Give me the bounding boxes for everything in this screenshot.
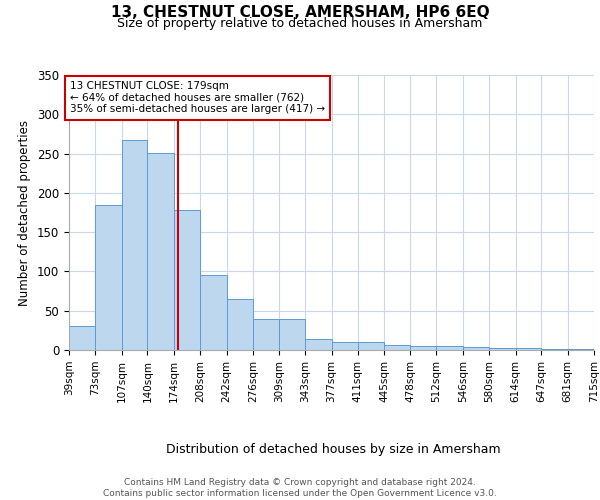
Bar: [385, 346, 410, 350]
Bar: [541, 349, 568, 350]
Bar: [148, 153, 174, 350]
Bar: [305, 339, 331, 350]
Bar: [410, 346, 436, 350]
Bar: [278, 320, 305, 350]
Text: Distribution of detached houses by size in Amersham: Distribution of detached houses by size …: [166, 442, 500, 456]
Y-axis label: Number of detached properties: Number of detached properties: [19, 120, 31, 306]
Text: Contains HM Land Registry data © Crown copyright and database right 2024.
Contai: Contains HM Land Registry data © Crown c…: [103, 478, 497, 498]
Bar: [463, 347, 489, 350]
Bar: [358, 342, 385, 350]
Text: 13 CHESTNUT CLOSE: 179sqm
← 64% of detached houses are smaller (762)
35% of semi: 13 CHESTNUT CLOSE: 179sqm ← 64% of detac…: [70, 82, 325, 114]
Text: Size of property relative to detached houses in Amersham: Size of property relative to detached ho…: [118, 18, 482, 30]
Bar: [122, 140, 148, 350]
Bar: [515, 348, 541, 350]
Bar: [568, 349, 594, 350]
Bar: [200, 274, 227, 350]
Bar: [69, 326, 95, 350]
Bar: [95, 204, 122, 350]
Bar: [436, 346, 463, 350]
Text: 13, CHESTNUT CLOSE, AMERSHAM, HP6 6EQ: 13, CHESTNUT CLOSE, AMERSHAM, HP6 6EQ: [110, 5, 490, 20]
Bar: [174, 210, 200, 350]
Bar: [227, 299, 253, 350]
Bar: [331, 342, 358, 350]
Bar: [253, 318, 278, 350]
Bar: [489, 348, 515, 350]
